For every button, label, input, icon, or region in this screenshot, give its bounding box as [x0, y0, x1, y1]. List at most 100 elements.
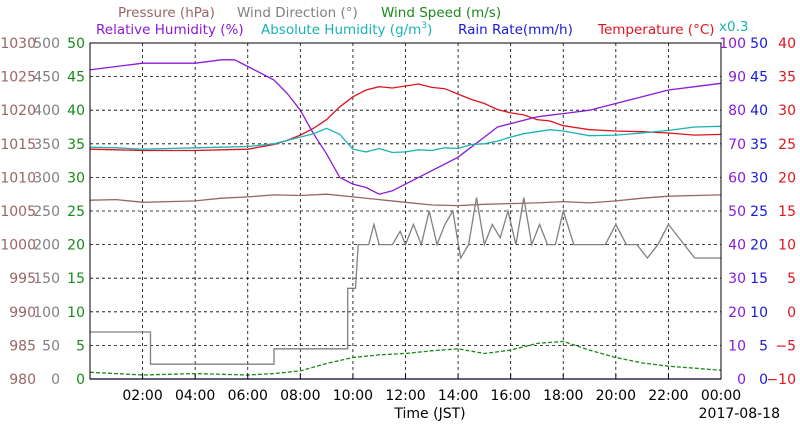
- y-tick-pressure: 1030: [0, 36, 36, 52]
- legend-rain-rate: Rain Rate(mm/h): [458, 22, 573, 38]
- y-tick-rain-rate: 5: [759, 338, 768, 354]
- y-tick-wind-direction: 100: [33, 305, 60, 321]
- plot-grid: [90, 43, 721, 379]
- y-tick-wind-speed: 50: [67, 36, 85, 52]
- legend-relative-humidity: Relative Humidity (%): [96, 22, 244, 38]
- y-tick-temperature: 15: [778, 204, 796, 220]
- y-tick-pressure: 985: [9, 338, 36, 354]
- y-tick-rain-rate: 40: [750, 103, 768, 119]
- y-tick-rain-rate: 45: [750, 70, 768, 86]
- y-tick-pressure: 995: [9, 271, 36, 287]
- wind-direction-line: [90, 197, 721, 365]
- right-axes: 0102030405060708090100051015202530354045…: [719, 36, 796, 388]
- y-tick-rain-rate: 20: [750, 238, 768, 254]
- y-tick-rain-rate: 30: [750, 170, 768, 186]
- y-tick-wind-direction: 200: [33, 238, 60, 254]
- y-tick-pressure: 1005: [0, 204, 36, 220]
- x-tick-label: 10:00: [333, 388, 373, 404]
- y-tick-wind-direction: 500: [33, 36, 60, 52]
- temperature-line: [89, 83, 722, 152]
- y-tick-temperature: 20: [778, 170, 796, 186]
- y-tick-pressure: 1015: [0, 137, 36, 153]
- relative-humidity-line: [89, 59, 722, 195]
- y-tick-wind-direction: 400: [33, 103, 60, 119]
- y-tick-temperature: 40: [778, 36, 796, 52]
- x-tick-label: 00:00: [701, 388, 741, 404]
- y-tick-temperature: −10: [766, 372, 796, 388]
- x-tick-label: 02:00: [122, 388, 162, 404]
- y-tick-temperature: 10: [778, 238, 796, 254]
- x-axis-label: Time (JST): [393, 406, 465, 422]
- y-tick-wind-speed: 20: [67, 238, 85, 254]
- x-tick-label: 04:00: [175, 388, 215, 404]
- legend-temperature: Temperature (°C): [597, 22, 715, 38]
- wind-speed-line: [89, 340, 722, 376]
- y-tick-relative-humidity: 70: [728, 137, 746, 153]
- y-tick-relative-humidity: 80: [728, 103, 746, 119]
- y-tick-wind-speed: 10: [67, 305, 85, 321]
- y-tick-relative-humidity: 50: [728, 204, 746, 220]
- y-tick-temperature: 25: [778, 137, 796, 153]
- y-tick-pressure: 1025: [0, 70, 36, 86]
- y-tick-rain-rate: 10: [750, 305, 768, 321]
- legend-absolute-humidity-text: Absolute Humidity (g/m: [261, 22, 421, 38]
- y-tick-pressure: 1010: [0, 170, 36, 186]
- y-tick-wind-direction: 350: [33, 137, 60, 153]
- chart-date: 2017-08-18: [699, 406, 780, 422]
- y-tick-wind-speed: 40: [67, 103, 85, 119]
- y-tick-wind-speed: 5: [76, 338, 85, 354]
- y-tick-rain-rate: 15: [750, 271, 768, 287]
- y-tick-rain-rate: 35: [750, 137, 768, 153]
- legend-absolute-humidity: Absolute Humidity (g/m3): [261, 21, 432, 38]
- y-tick-pressure: 1020: [0, 103, 36, 119]
- y-tick-wind-speed: 35: [67, 137, 85, 153]
- y-tick-wind-direction: 250: [33, 204, 60, 220]
- legend-absolute-humidity-end: ): [427, 22, 432, 38]
- y-tick-relative-humidity: 20: [728, 305, 746, 321]
- y-tick-wind-direction: 50: [42, 338, 60, 354]
- y-tick-wind-direction: 0: [51, 372, 60, 388]
- y-tick-relative-humidity: 10: [728, 338, 746, 354]
- x-axis: 02:00 04:00 06:00 08:00 10:00 12:00 14:00 16:00…: [122, 374, 741, 404]
- x-tick-label: 12:00: [385, 388, 425, 404]
- y-tick-rain-rate: 0: [759, 372, 768, 388]
- y-tick-relative-humidity: 60: [728, 170, 746, 186]
- y-tick-rain-rate: 50: [750, 36, 768, 52]
- y-tick-pressure: 1000: [0, 238, 36, 254]
- y-tick-relative-humidity: 90: [728, 70, 746, 86]
- y-tick-temperature: 35: [778, 70, 796, 86]
- y-tick-pressure: 990: [9, 305, 36, 321]
- y-tick-pressure: 980: [9, 372, 36, 388]
- legend-wind-direction: Wind Direction (°): [237, 5, 358, 21]
- y-tick-wind-speed: 25: [67, 204, 85, 220]
- y-tick-rain-rate: 25: [750, 204, 768, 220]
- legend-pressure: Pressure (hPa): [118, 5, 215, 21]
- absolute-humidity-line: [89, 125, 722, 154]
- y-tick-relative-humidity: 40: [728, 238, 746, 254]
- y-tick-relative-humidity: 100: [719, 36, 746, 52]
- y-tick-wind-speed: 30: [67, 170, 85, 186]
- y-tick-temperature: −5: [775, 338, 796, 354]
- x-tick-label: 18:00: [543, 388, 583, 404]
- legend-wind-speed: Wind Speed (m/s): [381, 5, 501, 21]
- y-tick-relative-humidity: 0: [737, 372, 746, 388]
- pressure-line: [89, 193, 722, 207]
- x-tick-label: 22:00: [648, 388, 688, 404]
- x-tick-label: 14:00: [438, 388, 478, 404]
- y-tick-relative-humidity: 30: [728, 271, 746, 287]
- x-tick-label: 06:00: [228, 388, 268, 404]
- left-axes: 9809859909951000100510101015102010251030…: [0, 36, 85, 388]
- y-tick-wind-speed: 15: [67, 271, 85, 287]
- y-tick-wind-direction: 450: [33, 70, 60, 86]
- y-tick-wind-direction: 300: [33, 170, 60, 186]
- y-tick-temperature: 5: [787, 271, 796, 287]
- y-tick-temperature: 0: [787, 305, 796, 321]
- y-tick-wind-speed: 0: [76, 372, 85, 388]
- y-tick-wind-direction: 150: [33, 271, 60, 287]
- y-tick-wind-speed: 45: [67, 70, 85, 86]
- y-tick-temperature: 30: [778, 103, 796, 119]
- abs-humidity-scale-label: x0.3: [719, 19, 748, 35]
- x-tick-label: 08:00: [280, 388, 320, 404]
- x-tick-label: 16:00: [490, 388, 530, 404]
